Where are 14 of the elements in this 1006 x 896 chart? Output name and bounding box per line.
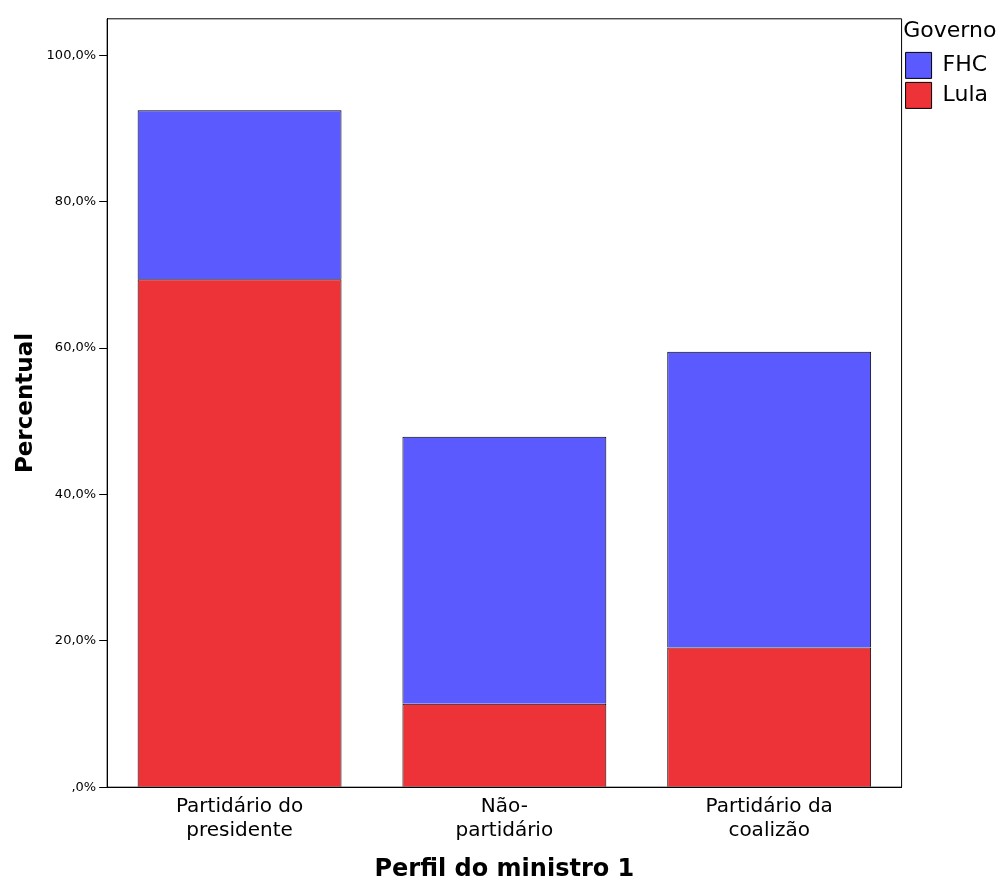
y-tick-label: ,0%: [71, 778, 97, 794]
x-axis-title: Perfil do ministro 1: [374, 853, 635, 882]
legend-title: Governo: [903, 16, 997, 42]
legend-label: FHC: [942, 51, 988, 77]
y-tick-label: 100,0%: [46, 46, 97, 62]
x-tick-label: Não-partidário: [455, 793, 554, 842]
y-axis-title: Percentual: [10, 332, 37, 474]
y-tick-label: 80,0%: [54, 193, 97, 209]
y-tick-label: 60,0%: [54, 339, 97, 355]
x-tick-label: Partidário da coalizão: [705, 793, 833, 842]
x-tick-label: Partidário do presidente: [175, 793, 304, 842]
y-tick-label: 20,0%: [54, 632, 97, 648]
y-tick-label: 40,0%: [54, 485, 97, 501]
legend-label: Lula: [942, 81, 989, 107]
